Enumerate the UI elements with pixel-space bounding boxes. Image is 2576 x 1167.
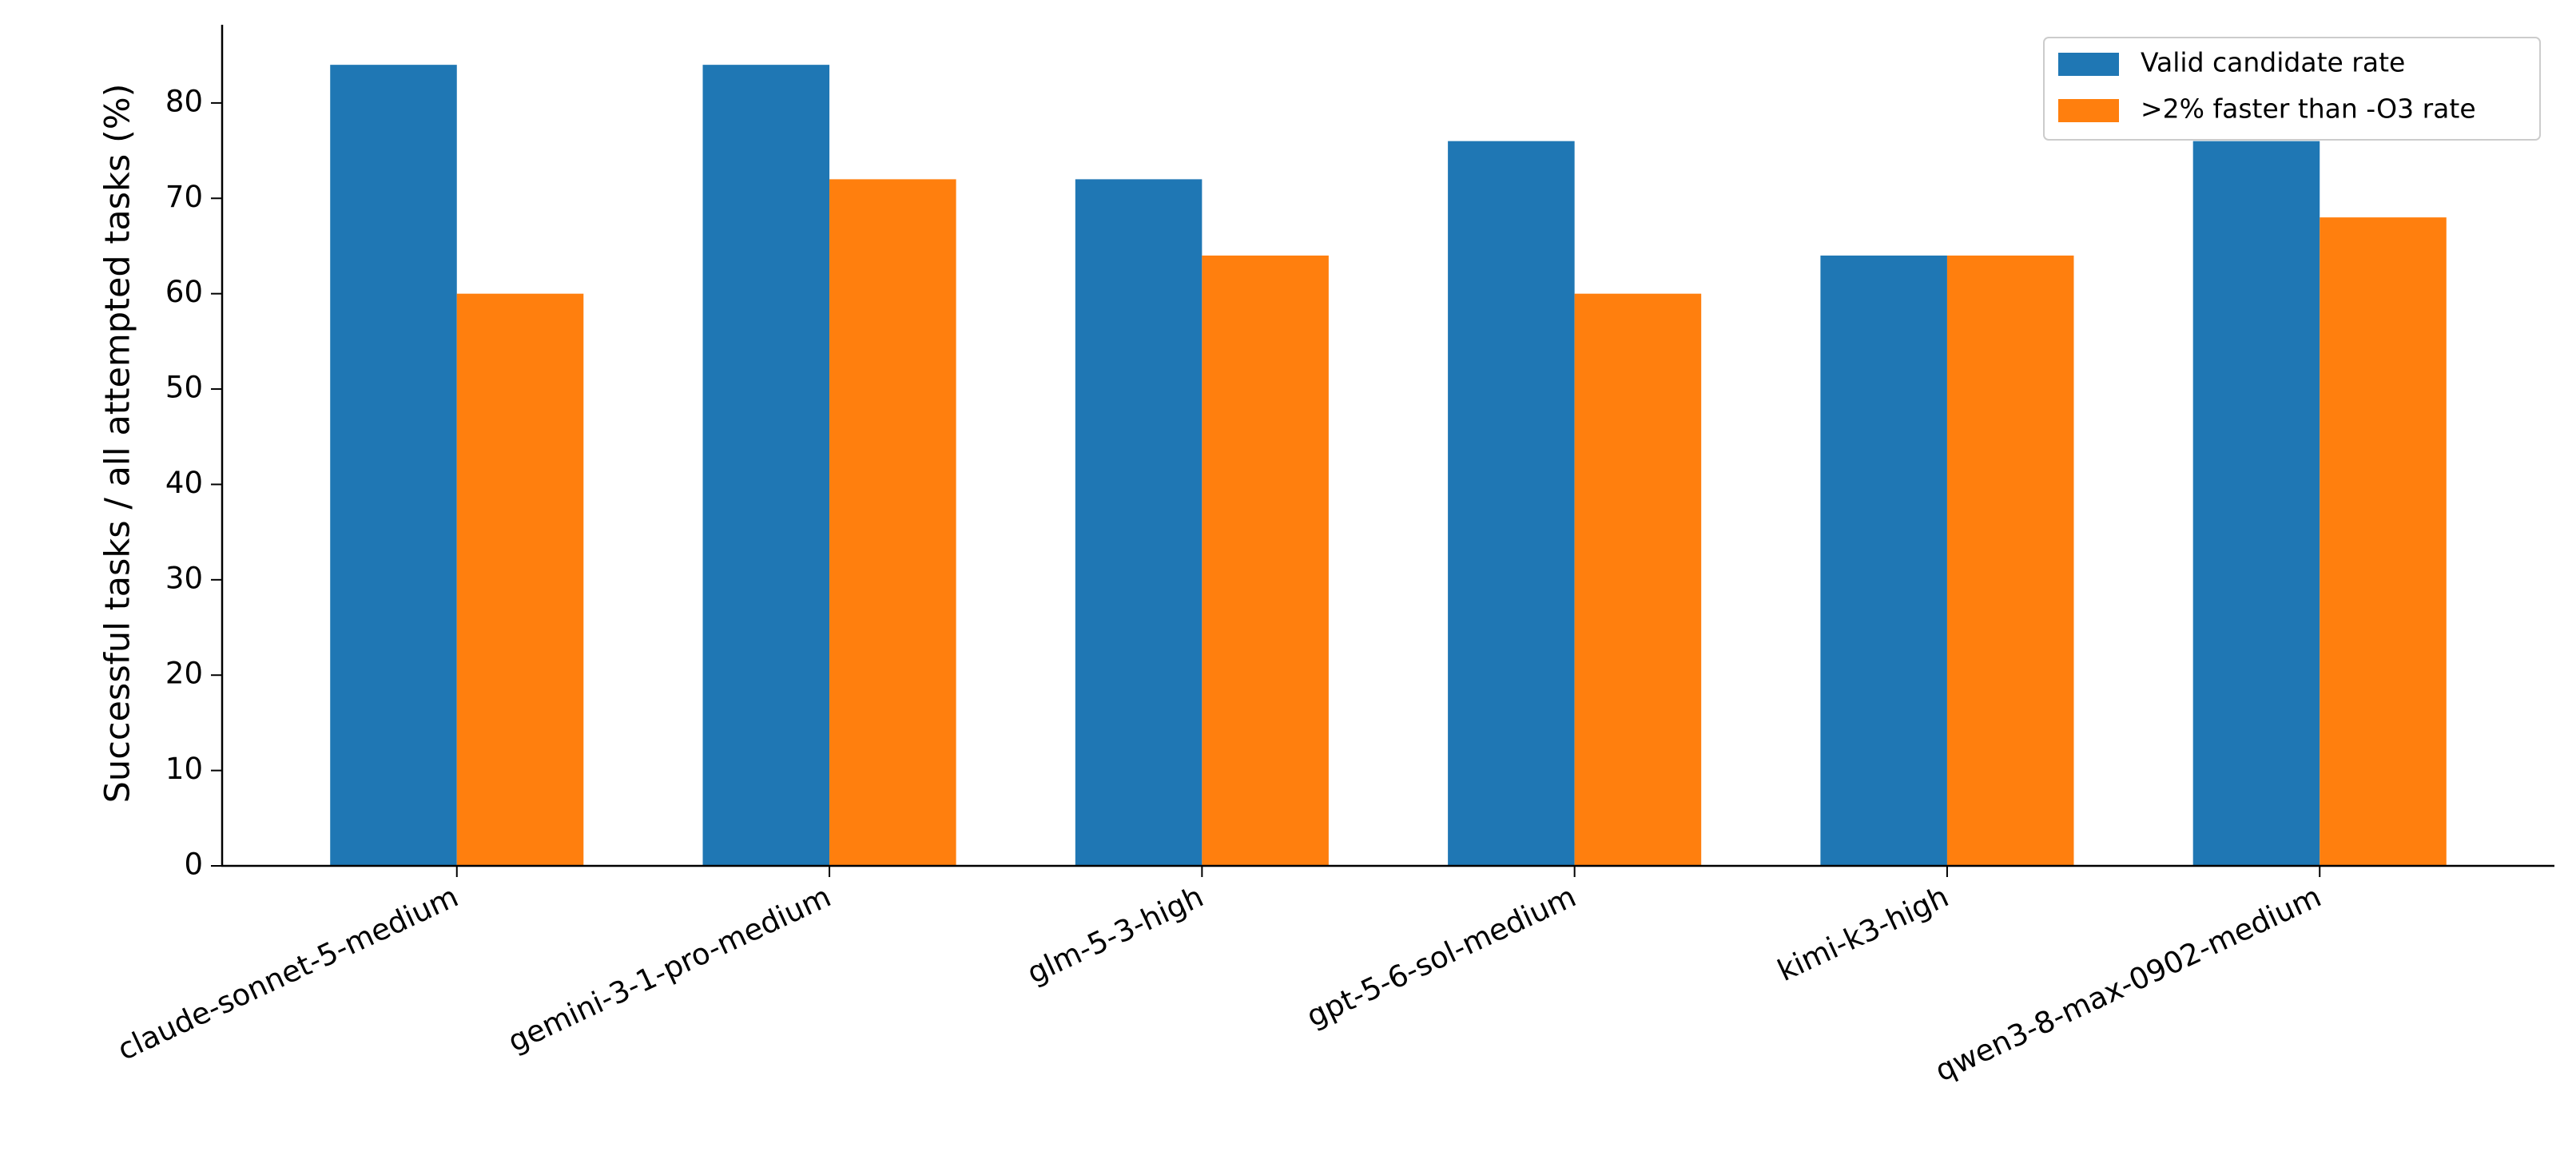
bar <box>1202 255 1329 867</box>
bar <box>330 65 457 866</box>
y-tick-label: 0 <box>184 847 203 882</box>
y-tick-label: 40 <box>165 466 203 500</box>
y-tick-label: 10 <box>165 752 203 786</box>
y-tick-label: 80 <box>165 84 203 118</box>
y-tick-label: 50 <box>165 371 203 405</box>
bar <box>2320 217 2447 866</box>
bar <box>1574 293 1702 866</box>
y-tick-label: 20 <box>165 657 203 691</box>
y-axis-label: Successful tasks / all attempted tasks (… <box>98 84 138 804</box>
bar <box>1448 141 1575 866</box>
y-tick-label: 30 <box>165 561 203 595</box>
y-tick-label: 60 <box>165 275 203 309</box>
y-tick-label: 70 <box>165 180 203 214</box>
legend-box <box>2043 37 2541 141</box>
bar <box>456 293 584 866</box>
bar <box>829 179 956 867</box>
bar <box>2192 141 2320 866</box>
bar <box>702 65 830 866</box>
legend-label: Valid candidate rate <box>2141 47 2405 78</box>
bar <box>1946 255 2074 867</box>
bar <box>1820 255 1947 867</box>
bar <box>1075 179 1203 867</box>
legend-label: >2% faster than -O3 rate <box>2141 93 2476 125</box>
legend-swatch <box>2058 53 2119 76</box>
legend-swatch <box>2058 99 2119 122</box>
